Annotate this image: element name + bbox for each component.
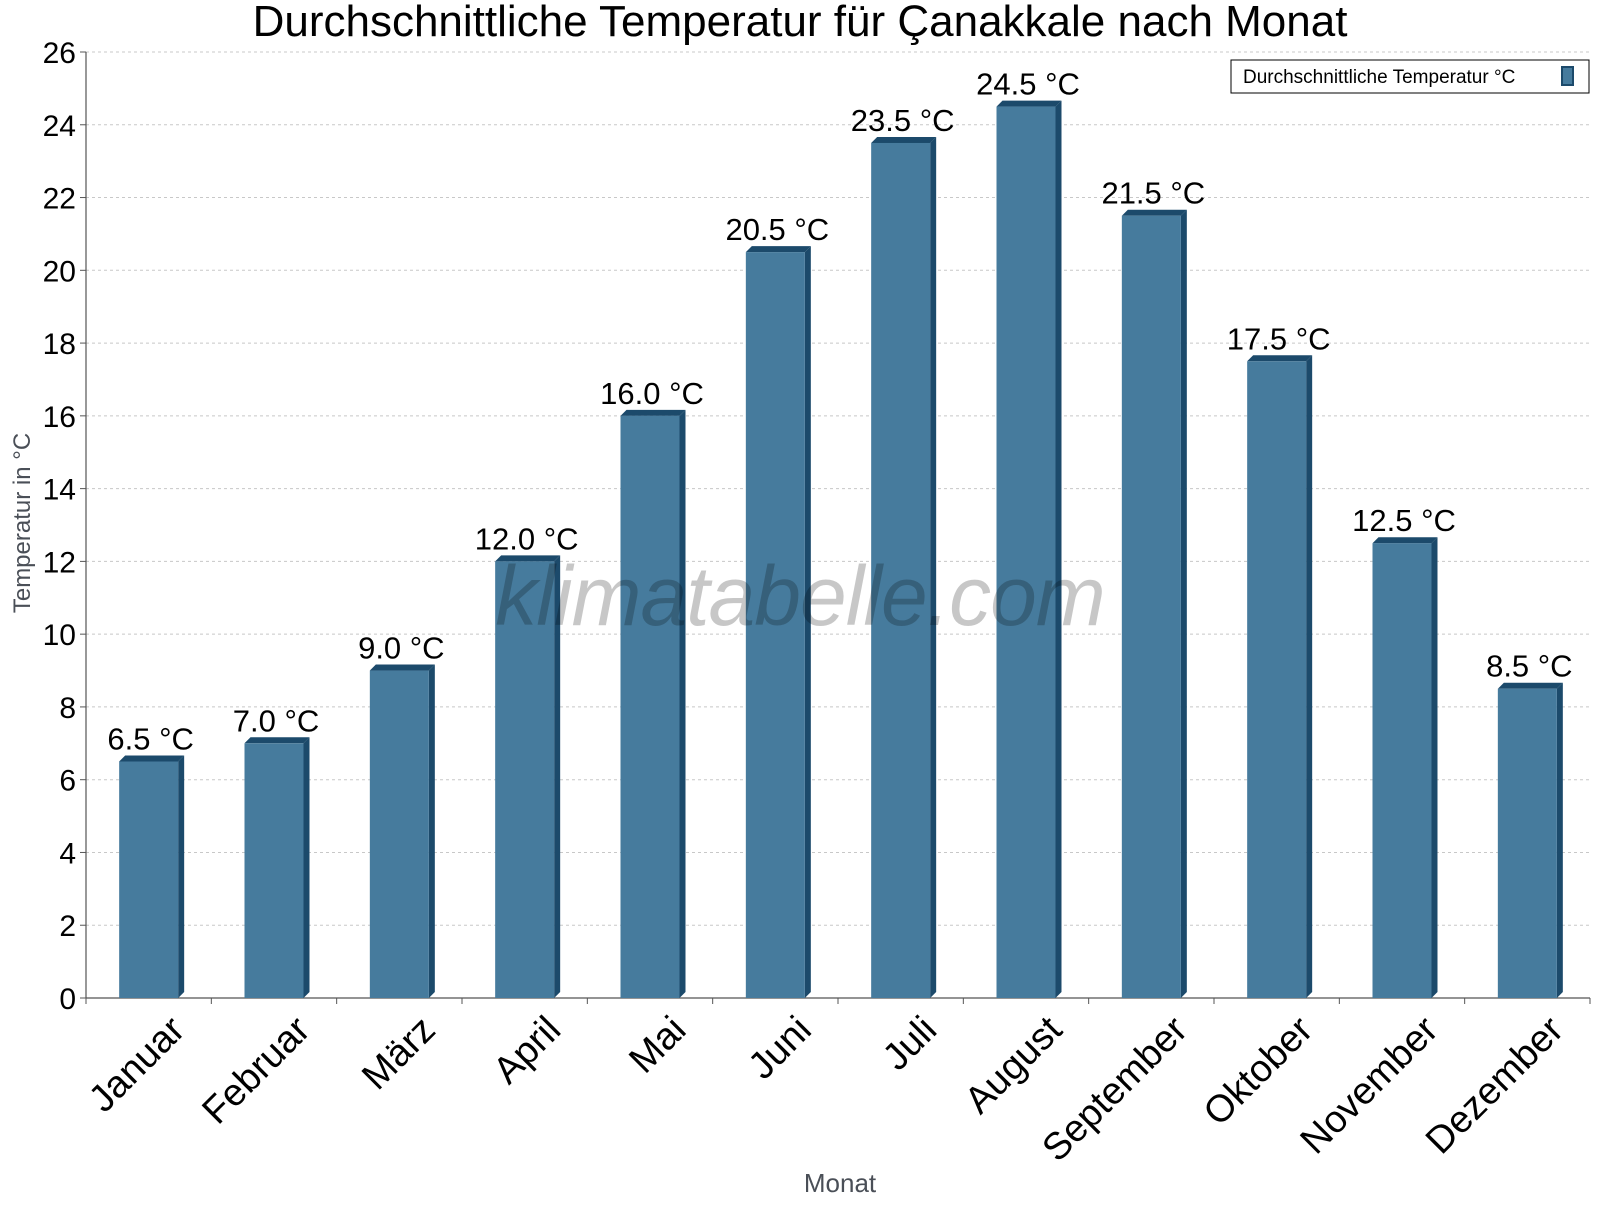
- data-label: 23.5 °C: [851, 103, 955, 138]
- y-tick-label: 12: [43, 546, 76, 579]
- y-tick-label: 26: [43, 37, 76, 70]
- bar-side: [1055, 100, 1062, 999]
- bar-side: [554, 555, 561, 998]
- x-tick-label: Februar: [195, 1008, 319, 1132]
- bar-top: [495, 555, 561, 562]
- bar: [369, 664, 435, 998]
- data-label: 21.5 °C: [1101, 176, 1205, 211]
- y-tick-label: 24: [43, 110, 76, 143]
- data-label: 20.5 °C: [725, 212, 829, 247]
- bar: [1121, 209, 1187, 998]
- x-axis-label: Monat: [804, 1168, 877, 1198]
- y-axis-label: Temperatur in °C: [9, 433, 36, 613]
- legend-label: Durchschnittliche Temperatur °C: [1243, 67, 1515, 88]
- data-label: 6.5 °C: [107, 722, 194, 757]
- bar-top: [1121, 209, 1187, 216]
- axes: [80, 51, 1591, 1004]
- x-tick-label: März: [354, 1009, 443, 1098]
- bar: [1497, 682, 1563, 998]
- legend-box: [1230, 59, 1590, 94]
- bar-top: [620, 409, 686, 416]
- legend-swatch: [1561, 66, 1574, 86]
- y-tick-label: 22: [43, 183, 76, 216]
- bar-side: [679, 409, 686, 998]
- x-tick-label: April: [486, 1009, 569, 1092]
- x-tick-label: Oktober: [1196, 1008, 1322, 1134]
- bar: [871, 136, 937, 998]
- y-tick-label: 16: [43, 401, 76, 434]
- bar: [1372, 537, 1438, 998]
- bar-front: [369, 670, 429, 998]
- data-label: 9.0 °C: [358, 631, 445, 666]
- bar-top: [1247, 355, 1313, 362]
- bar-top: [871, 136, 937, 143]
- bar-top: [119, 755, 185, 762]
- x-tick-labels: Januar Februar März April Mai Juni Juli AugustS…: [81, 1008, 1572, 1169]
- bar: [996, 100, 1062, 999]
- x-tick-label: Juli: [875, 1009, 945, 1079]
- bar: [119, 755, 185, 998]
- data-label: 7.0 °C: [233, 703, 320, 738]
- data-label: 8.5 °C: [1486, 649, 1573, 684]
- data-label: 17.5 °C: [1227, 321, 1331, 356]
- x-tick-label: Mai: [621, 1009, 694, 1082]
- data-label: 16.0 °C: [600, 376, 704, 411]
- chart-title: Durchschnittliche Temperatur für Çanakka…: [253, 0, 1348, 46]
- bar-side: [178, 755, 185, 998]
- data-label: 12.5 °C: [1352, 503, 1456, 538]
- y-tick-label: 20: [43, 255, 76, 288]
- bar-front: [871, 142, 931, 998]
- y-tick-label: 18: [43, 328, 76, 361]
- y-tick-label: 14: [43, 474, 76, 507]
- data-label: 12.0 °C: [475, 521, 579, 556]
- bar: [244, 737, 310, 998]
- x-tick-label: Dezember: [1418, 1008, 1572, 1162]
- bar-front: [1247, 361, 1307, 998]
- y-tick-label: 0: [59, 983, 76, 1016]
- data-labels: 6.5 °C 7.0 °C 9.0 °C 12.0 °C 16.0 °C 20.5 °C 2…: [107, 67, 1572, 757]
- legend: Durchschnittliche Temperatur °C: [1230, 59, 1590, 94]
- bar-front: [1121, 215, 1181, 998]
- bar-top: [244, 737, 310, 744]
- bar-front: [1372, 543, 1432, 998]
- bars: [119, 100, 1563, 999]
- bar: [495, 555, 561, 998]
- bar-front: [495, 561, 555, 998]
- x-tick-label: Januar: [81, 1008, 193, 1120]
- bar: [1247, 355, 1313, 998]
- bar-side: [1431, 537, 1438, 998]
- bar-top: [1497, 682, 1563, 689]
- bar-side: [1306, 355, 1313, 998]
- y-tick-label: 4: [59, 837, 76, 870]
- bar-side: [1556, 682, 1563, 998]
- x-tick-label: August: [957, 1008, 1071, 1122]
- bar-front: [1497, 688, 1557, 998]
- bar-top: [745, 246, 811, 253]
- bar-front: [996, 106, 1056, 999]
- y-tick-label: 6: [59, 765, 76, 798]
- bar-top: [996, 100, 1062, 107]
- bar-side: [930, 136, 937, 998]
- grid-lines: [86, 51, 1590, 926]
- bar: [620, 409, 686, 998]
- bar-front: [119, 761, 179, 998]
- bar-side: [804, 246, 811, 999]
- x-tick-label: Juni: [741, 1009, 820, 1088]
- bar-front: [244, 743, 304, 998]
- bar: [745, 246, 811, 999]
- bar-side: [428, 664, 435, 998]
- bar-top: [1372, 537, 1438, 544]
- bar-top: [369, 664, 435, 671]
- y-tick-label: 8: [59, 692, 76, 725]
- data-label: 24.5 °C: [976, 67, 1080, 102]
- bar-side: [303, 737, 310, 998]
- bar-side: [1180, 209, 1187, 998]
- bar-front: [745, 252, 805, 999]
- y-tick-label: 10: [43, 619, 76, 652]
- y-tick-label: 2: [59, 910, 76, 943]
- bar-front: [620, 415, 680, 998]
